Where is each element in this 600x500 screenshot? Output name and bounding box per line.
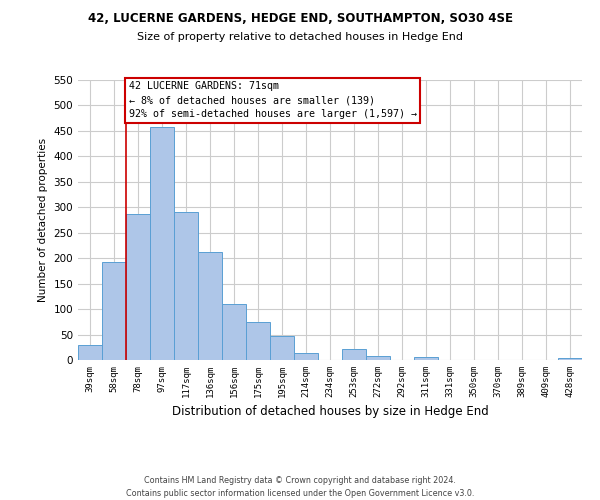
Bar xyxy=(198,252,222,360)
Bar xyxy=(78,344,102,360)
Text: Contains HM Land Registry data © Crown copyright and database right 2024.
Contai: Contains HM Land Registry data © Crown c… xyxy=(126,476,474,498)
Bar xyxy=(150,128,174,360)
Bar xyxy=(102,262,126,360)
Bar xyxy=(222,304,246,360)
Text: Size of property relative to detached houses in Hedge End: Size of property relative to detached ho… xyxy=(137,32,463,42)
X-axis label: Distribution of detached houses by size in Hedge End: Distribution of detached houses by size … xyxy=(172,406,488,418)
Text: 42 LUCERNE GARDENS: 71sqm
← 8% of detached houses are smaller (139)
92% of semi-: 42 LUCERNE GARDENS: 71sqm ← 8% of detach… xyxy=(129,81,417,119)
Text: 42, LUCERNE GARDENS, HEDGE END, SOUTHAMPTON, SO30 4SE: 42, LUCERNE GARDENS, HEDGE END, SOUTHAMP… xyxy=(88,12,512,26)
Bar xyxy=(558,358,582,360)
Bar xyxy=(342,349,366,360)
Y-axis label: Number of detached properties: Number of detached properties xyxy=(38,138,48,302)
Bar xyxy=(174,212,198,360)
Bar xyxy=(414,358,438,360)
Bar xyxy=(246,322,270,360)
Bar xyxy=(126,214,150,360)
Bar xyxy=(294,353,318,360)
Bar xyxy=(366,356,390,360)
Bar xyxy=(270,336,294,360)
